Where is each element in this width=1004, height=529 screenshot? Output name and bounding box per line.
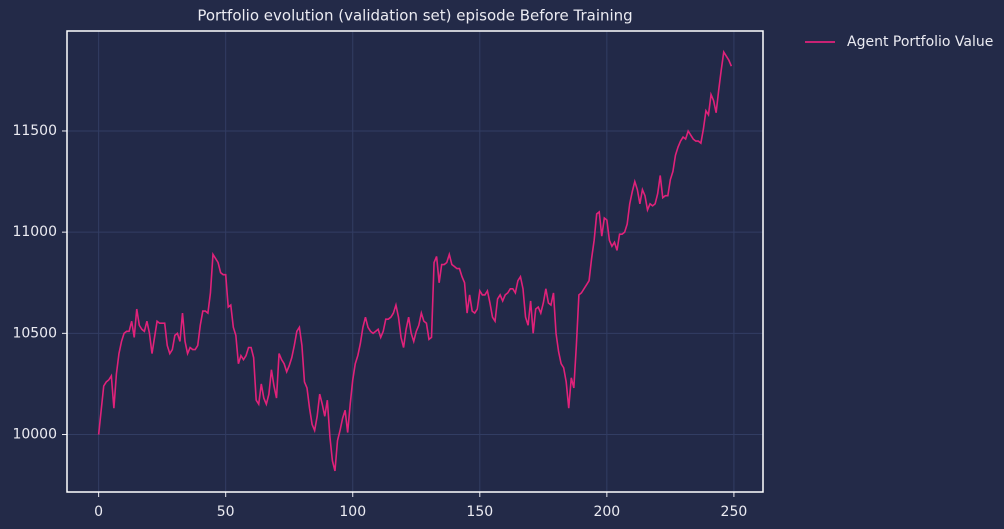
x-tick-label: 150 (466, 504, 493, 520)
legend-label: Agent Portfolio Value (847, 34, 993, 50)
x-tick-label: 200 (593, 504, 620, 520)
chart-title: Portfolio evolution (validation set) epi… (197, 7, 632, 25)
y-tick-label: 10500 (12, 325, 57, 341)
y-tick-label: 11500 (12, 123, 57, 139)
plot-area (67, 31, 763, 492)
y-tick-label: 10000 (12, 427, 57, 443)
x-tick-label: 50 (217, 504, 235, 520)
x-tick-label: 250 (721, 504, 748, 520)
y-tick-label: 11000 (12, 224, 57, 240)
x-tick-label: 100 (339, 504, 366, 520)
axes-frame (66, 30, 764, 493)
x-tick-label: 0 (94, 504, 103, 520)
data-line (97, 49, 733, 472)
